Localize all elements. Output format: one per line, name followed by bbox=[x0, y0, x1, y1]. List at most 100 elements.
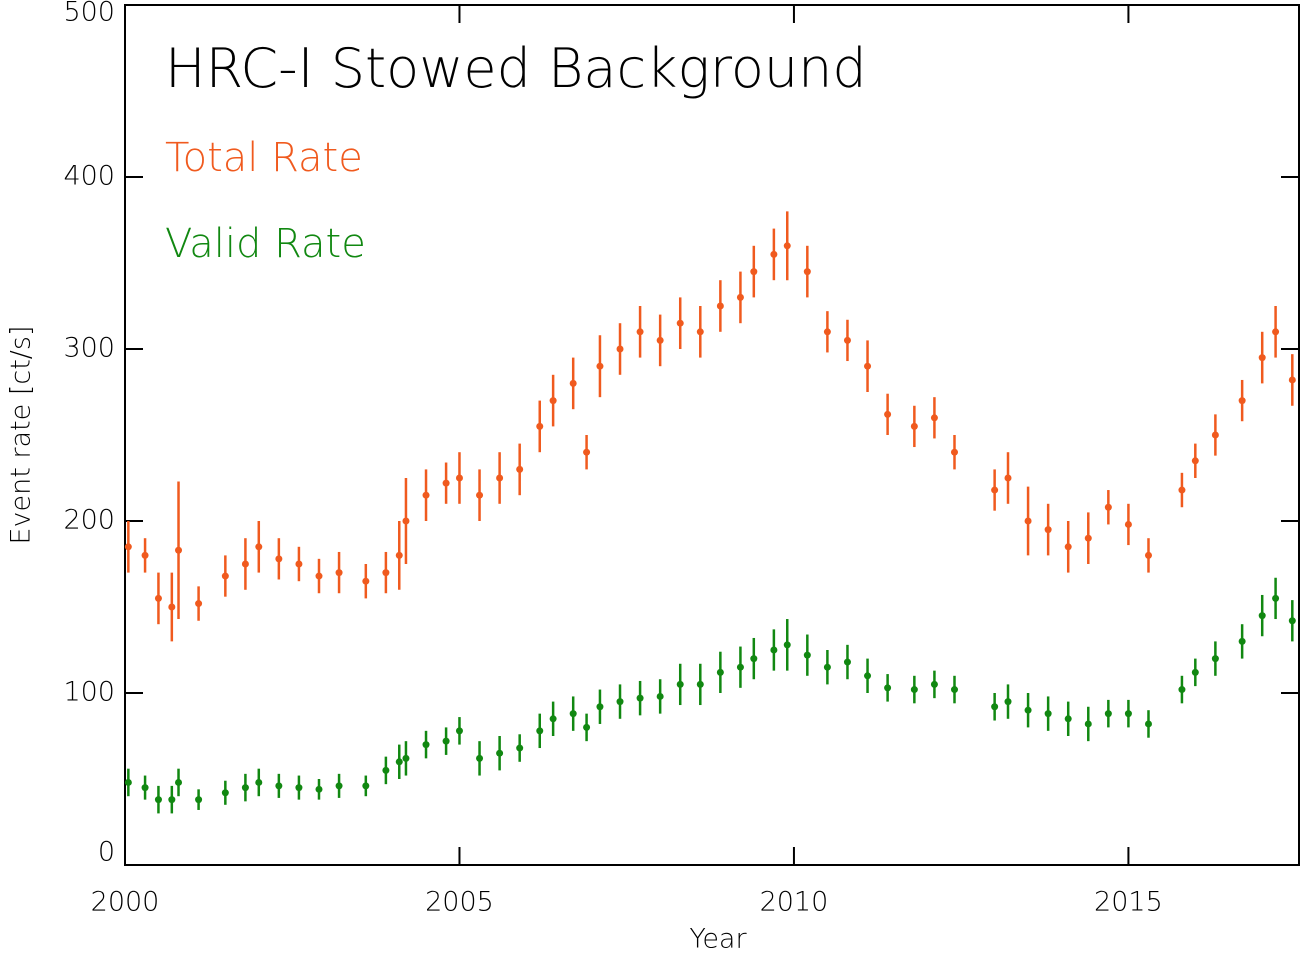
data-point bbox=[736, 663, 744, 671]
x-tick-label: 2000 bbox=[91, 887, 160, 918]
data-point bbox=[221, 789, 229, 797]
data-point bbox=[950, 686, 958, 694]
data-point bbox=[1084, 534, 1092, 542]
data-point bbox=[783, 641, 791, 649]
plot-frame bbox=[124, 4, 1300, 866]
data-point bbox=[843, 658, 851, 666]
data-point bbox=[536, 422, 544, 430]
data-point bbox=[536, 727, 544, 735]
data-point bbox=[455, 727, 463, 735]
data-point bbox=[275, 555, 283, 563]
data-point bbox=[583, 448, 591, 456]
data-point bbox=[616, 345, 624, 353]
data-point bbox=[241, 560, 249, 568]
data-point bbox=[636, 328, 644, 336]
legend-entry: Valid Rate bbox=[165, 221, 366, 267]
data-point bbox=[783, 242, 791, 250]
data-point bbox=[864, 362, 872, 370]
data-point bbox=[1272, 594, 1280, 602]
data-point bbox=[516, 465, 524, 473]
x-tick-label: 2005 bbox=[425, 887, 494, 918]
data-point bbox=[930, 414, 938, 422]
data-point bbox=[549, 715, 557, 723]
data-point bbox=[335, 569, 343, 577]
data-point bbox=[950, 448, 958, 456]
data-point bbox=[884, 410, 892, 418]
data-point bbox=[241, 784, 249, 792]
data-point bbox=[255, 543, 263, 551]
data-point bbox=[1191, 457, 1199, 465]
data-point bbox=[696, 680, 704, 688]
data-point bbox=[476, 491, 484, 499]
legend-entry: Total Rate bbox=[165, 135, 363, 181]
x-tick-label: 2015 bbox=[1094, 887, 1163, 918]
data-point bbox=[549, 397, 557, 405]
data-point bbox=[616, 698, 624, 706]
data-point bbox=[750, 655, 758, 663]
data-point bbox=[1211, 431, 1219, 439]
data-point bbox=[1238, 397, 1246, 405]
data-point bbox=[442, 737, 450, 745]
data-point bbox=[716, 668, 724, 676]
data-point bbox=[1044, 710, 1052, 718]
data-point bbox=[422, 491, 430, 499]
data-point bbox=[295, 784, 303, 792]
data-point bbox=[1004, 474, 1012, 482]
data-point bbox=[1024, 706, 1032, 714]
data-point bbox=[676, 680, 684, 688]
data-point bbox=[476, 754, 484, 762]
data-point bbox=[750, 268, 758, 276]
data-point bbox=[596, 703, 604, 711]
data-point bbox=[402, 517, 410, 525]
data-point bbox=[1288, 376, 1296, 384]
data-point bbox=[696, 328, 704, 336]
data-point bbox=[141, 784, 149, 792]
y-tick-label: 0 bbox=[98, 837, 115, 868]
data-point bbox=[1258, 612, 1266, 620]
data-point bbox=[823, 328, 831, 336]
data-point bbox=[395, 758, 403, 766]
data-point bbox=[395, 551, 403, 559]
data-point bbox=[382, 569, 390, 577]
data-point bbox=[803, 268, 811, 276]
data-point bbox=[168, 796, 176, 804]
data-point bbox=[315, 785, 323, 793]
data-point bbox=[1004, 698, 1012, 706]
data-point bbox=[1288, 617, 1296, 625]
y-tick-label: 200 bbox=[63, 505, 115, 536]
data-point bbox=[596, 362, 604, 370]
data-point bbox=[402, 754, 410, 762]
data-point bbox=[1178, 686, 1186, 694]
data-point bbox=[1104, 503, 1112, 511]
data-point bbox=[991, 703, 999, 711]
y-tick-label: 500 bbox=[63, 0, 115, 28]
data-point bbox=[255, 778, 263, 786]
data-point bbox=[362, 782, 370, 790]
data-point bbox=[1024, 517, 1032, 525]
data-point bbox=[676, 319, 684, 327]
data-point bbox=[1258, 354, 1266, 362]
data-point bbox=[569, 710, 577, 718]
data-point bbox=[1084, 720, 1092, 728]
data-point bbox=[516, 744, 524, 752]
data-point bbox=[496, 749, 504, 757]
data-point bbox=[1064, 715, 1072, 723]
data-point bbox=[382, 766, 390, 774]
data-point bbox=[636, 694, 644, 702]
data-point bbox=[843, 336, 851, 344]
data-point bbox=[823, 663, 831, 671]
y-axis-label: Event rate [ct/s] bbox=[6, 325, 37, 544]
data-point bbox=[1044, 526, 1052, 534]
data-point bbox=[736, 293, 744, 301]
y-tick-label: 100 bbox=[63, 677, 115, 708]
data-point bbox=[770, 646, 778, 654]
data-point bbox=[362, 577, 370, 585]
data-point bbox=[335, 782, 343, 790]
data-point bbox=[884, 684, 892, 692]
data-point bbox=[930, 680, 938, 688]
data-point bbox=[1144, 551, 1152, 559]
data-point bbox=[124, 543, 132, 551]
x-tick-label: 2010 bbox=[760, 887, 829, 918]
